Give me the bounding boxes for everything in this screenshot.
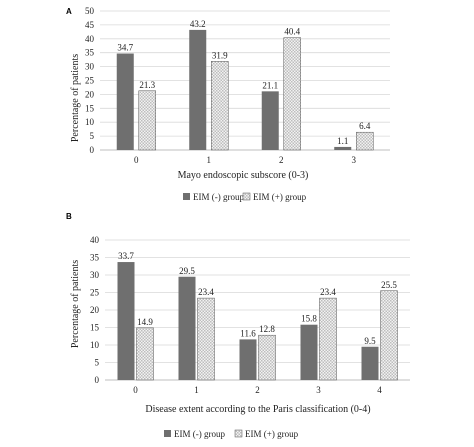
x-tick-label: 3 — [352, 155, 357, 165]
bar-eim-neg — [239, 339, 257, 380]
x-tick-label: 2 — [255, 385, 260, 395]
chart-b-ylabel: Percentage of patients — [70, 260, 81, 348]
y-tick-label: 0 — [95, 375, 100, 385]
bar-eim-pos — [380, 290, 398, 381]
legend-a-swatch-eim-neg — [183, 193, 190, 200]
data-label: 25.5 — [381, 280, 397, 290]
y-tick-label: 40 — [85, 34, 95, 44]
bar-eim-neg — [261, 91, 279, 150]
bar-eim-neg — [334, 146, 352, 150]
chart-b: B 051015202530354033.714.9029.523.4111.6… — [66, 212, 410, 439]
chart-b-legend: EIM (-) group EIM (+) group — [164, 429, 299, 439]
data-label: 31.9 — [212, 50, 228, 60]
y-tick-label: 5 — [90, 131, 95, 141]
y-tick-label: 25 — [90, 288, 100, 298]
y-tick-label: 10 — [90, 340, 100, 350]
data-label: 14.9 — [137, 317, 153, 327]
bar-eim-neg — [178, 276, 196, 380]
data-label: 15.8 — [301, 314, 317, 324]
x-tick-label: 1 — [207, 155, 212, 165]
bar-eim-pos — [258, 334, 276, 381]
y-tick-label: 40 — [90, 235, 100, 245]
bar-eim-neg — [300, 324, 318, 380]
bar-eim-pos — [283, 37, 301, 151]
x-tick-label: 4 — [377, 385, 382, 395]
data-label: 40.4 — [284, 27, 300, 37]
bar-eim-neg — [189, 29, 207, 150]
y-tick-label: 20 — [85, 89, 95, 99]
x-tick-label: 3 — [316, 385, 321, 395]
panel-letter-b: B — [66, 212, 72, 221]
legend-a-label-eim-neg: EIM (-) group — [193, 192, 244, 202]
y-tick-label: 15 — [90, 323, 100, 333]
y-tick-label: 0 — [90, 145, 95, 155]
y-tick-label: 45 — [85, 20, 95, 30]
data-label: 11.6 — [240, 328, 256, 338]
panel-letter-a: A — [66, 7, 72, 16]
data-label: 1.1 — [337, 136, 348, 146]
bar-eim-pos — [356, 131, 374, 151]
data-label: 23.4 — [198, 287, 214, 297]
bar-eim-pos — [138, 90, 156, 151]
bar-eim-neg — [116, 53, 134, 151]
x-tick-label: 1 — [194, 385, 199, 395]
bar-eim-pos — [197, 297, 215, 381]
y-tick-label: 5 — [95, 358, 100, 368]
data-label: 34.7 — [117, 43, 133, 53]
x-tick-label: 0 — [134, 155, 139, 165]
legend-b-label-eim-pos: EIM (+) group — [245, 429, 299, 439]
y-tick-label: 30 — [85, 62, 95, 72]
data-label: 21.1 — [262, 80, 278, 90]
chart-a-legend: EIM (-) group EIM (+) group — [183, 192, 307, 202]
y-tick-label: 30 — [90, 270, 100, 280]
bar-eim-pos — [136, 327, 154, 381]
chart-a-marks: 0510152025303540455034.721.3043.231.9121… — [85, 6, 390, 165]
y-tick-label: 10 — [85, 117, 95, 127]
data-label: 6.4 — [359, 121, 371, 131]
x-tick-label: 2 — [279, 155, 284, 165]
y-tick-label: 35 — [90, 253, 100, 263]
y-tick-label: 50 — [85, 6, 95, 16]
legend-b-swatch-eim-neg — [164, 430, 171, 437]
data-label: 9.5 — [364, 336, 376, 346]
data-label: 23.4 — [320, 287, 336, 297]
legend-a-label-eim-pos: EIM (+) group — [253, 192, 307, 202]
legend-b-label-eim-neg: EIM (-) group — [174, 429, 225, 439]
legend-b-swatch-eim-pos — [234, 429, 243, 438]
chart-a-xlabel: Mayo endoscopic subscore (0-3) — [178, 170, 309, 181]
data-label: 12.8 — [259, 324, 275, 334]
x-tick-label: 0 — [133, 385, 138, 395]
bar-eim-neg — [361, 346, 379, 380]
legend-a-swatch-eim-pos — [242, 192, 251, 201]
data-label: 29.5 — [179, 266, 195, 276]
y-tick-label: 20 — [90, 305, 100, 315]
chart-a-ylabel: Percentage of patients — [70, 54, 81, 142]
y-tick-label: 35 — [85, 48, 95, 58]
data-label: 33.7 — [118, 251, 134, 261]
bar-eim-pos — [319, 297, 337, 381]
y-tick-label: 15 — [85, 103, 95, 113]
chart-b-xlabel: Disease extent according to the Paris cl… — [145, 404, 370, 415]
data-label: 21.3 — [139, 80, 155, 90]
data-label: 43.2 — [190, 19, 206, 29]
bar-eim-pos — [211, 61, 229, 151]
chart-a: A 0 5 10 15 20 25 30 35 40 45 50 34.7 21.3 0 43.2 31.9 1… — [66, 6, 390, 202]
bar-eim-neg — [117, 262, 135, 380]
y-tick-label: 25 — [85, 76, 95, 86]
